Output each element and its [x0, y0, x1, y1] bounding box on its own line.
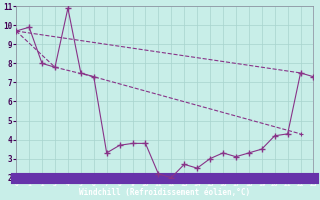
X-axis label: Windchill (Refroidissement éolien,°C): Windchill (Refroidissement éolien,°C) [79, 188, 250, 197]
